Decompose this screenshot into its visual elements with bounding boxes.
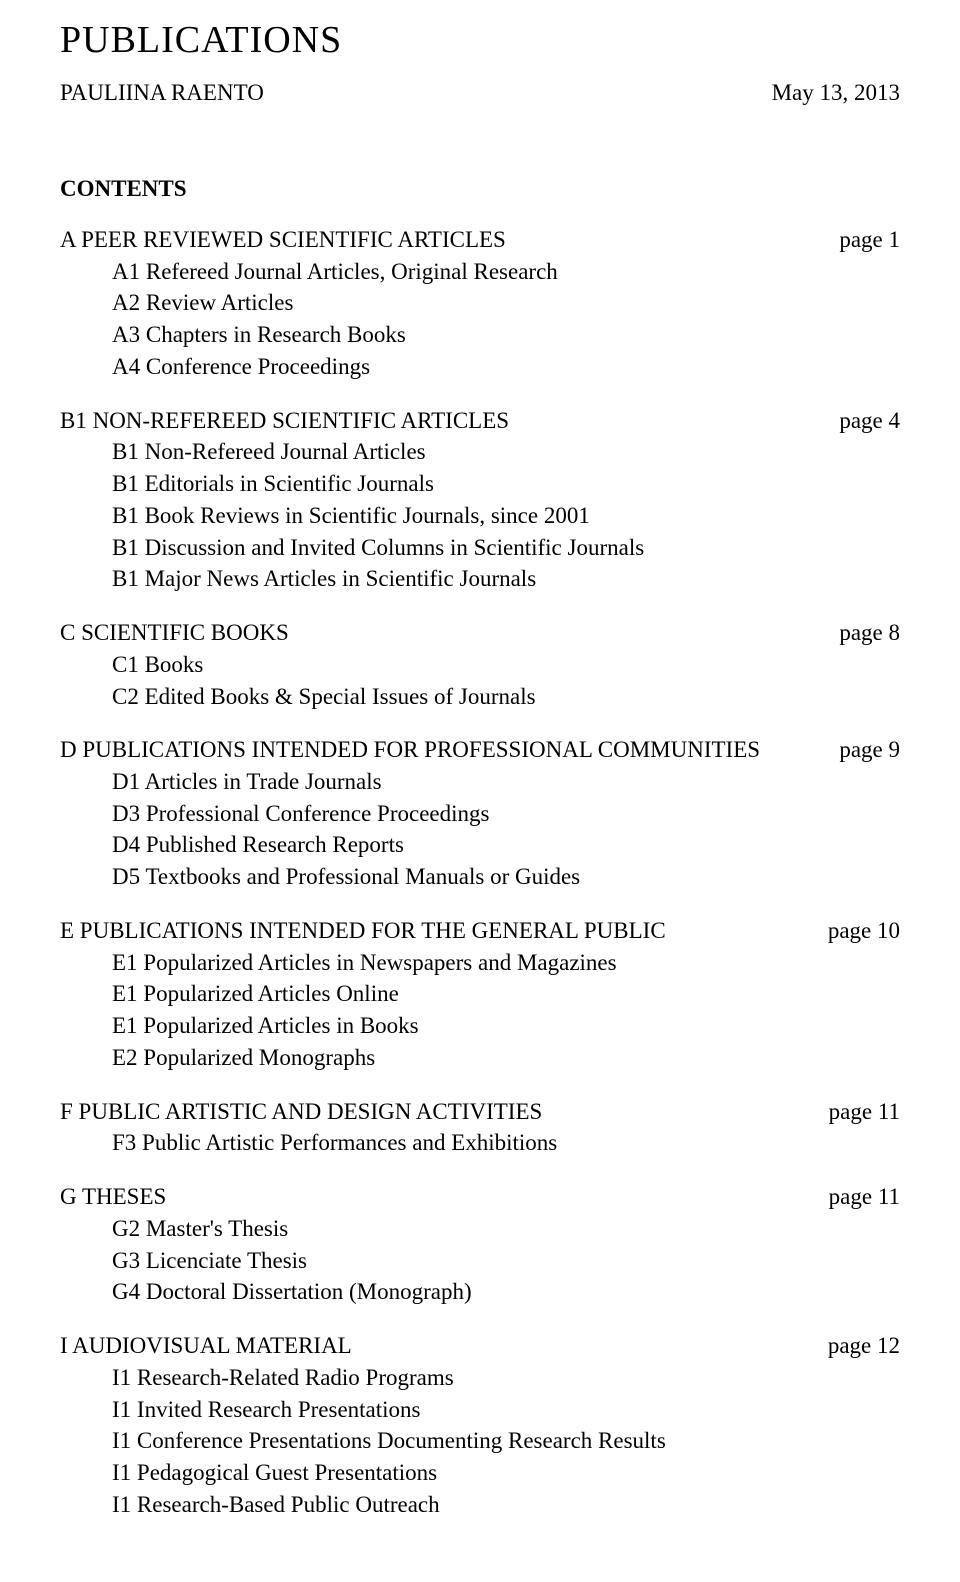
toc-subitem: I1 Pedagogical Guest Presentations — [112, 1457, 900, 1489]
toc-subitem: A2 Review Articles — [112, 287, 900, 319]
toc-section-head-row: G THESES page 11 — [60, 1181, 900, 1213]
toc-section: G THESES page 11G2 Master's ThesisG3 Lice… — [60, 1181, 900, 1308]
page-title: PUBLICATIONS — [60, 18, 900, 62]
contents-heading: CONTENTS — [60, 176, 900, 202]
toc-section-head-row: C SCIENTIFIC BOOKS page 8 — [60, 617, 900, 649]
toc-section: F PUBLIC ARTISTIC AND DESIGN ACTIVITIES p… — [60, 1096, 900, 1159]
toc-page-ref: page 4 — [839, 405, 900, 437]
toc-section-title: C SCIENTIFIC BOOKS — [60, 617, 289, 649]
toc-subitem: F3 Public Artistic Performances and Exhi… — [112, 1127, 900, 1159]
author-name: PAULIINA RAENTO — [60, 80, 264, 106]
toc-page-ref: page 1 — [839, 224, 900, 256]
toc-section: E PUBLICATIONS INTENDED FOR THE GENERAL … — [60, 915, 900, 1074]
toc-subitem: B1 Non-Refereed Journal Articles — [112, 436, 900, 468]
toc-subitems: D1 Articles in Trade JournalsD3 Professi… — [60, 766, 900, 893]
toc-section-title: G THESES — [60, 1181, 166, 1213]
toc-subitem: G3 Licenciate Thesis — [112, 1245, 900, 1277]
toc-subitems: C1 BooksC2 Edited Books & Special Issues… — [60, 649, 900, 712]
document-date: May 13, 2013 — [772, 80, 900, 106]
toc-section-title: F PUBLIC ARTISTIC AND DESIGN ACTIVITIES — [60, 1096, 542, 1128]
toc-subitems: E1 Popularized Articles in Newspapers an… — [60, 947, 900, 1074]
toc-section: A PEER REVIEWED SCIENTIFIC ARTICLES page … — [60, 224, 900, 383]
toc-subitem: D4 Published Research Reports — [112, 829, 900, 861]
toc-page-ref: page 9 — [839, 734, 900, 766]
toc-subitem: I1 Invited Research Presentations — [112, 1394, 900, 1426]
toc-section-head-row: I AUDIOVISUAL MATERIAL page 12 — [60, 1330, 900, 1362]
toc-subitem: C1 Books — [112, 649, 900, 681]
toc-subitem: A4 Conference Proceedings — [112, 351, 900, 383]
toc-subitem: D3 Professional Conference Proceedings — [112, 798, 900, 830]
toc-subitem: B1 Book Reviews in Scientific Journals, … — [112, 500, 900, 532]
toc-section: C SCIENTIFIC BOOKS page 8C1 BooksC2 Edite… — [60, 617, 900, 712]
toc-subitems: F3 Public Artistic Performances and Exhi… — [60, 1127, 900, 1159]
toc-subitems: B1 Non-Refereed Journal ArticlesB1 Edito… — [60, 436, 900, 595]
toc-section-head-row: E PUBLICATIONS INTENDED FOR THE GENERAL … — [60, 915, 900, 947]
toc-section-title: I AUDIOVISUAL MATERIAL — [60, 1330, 352, 1362]
contents-list: A PEER REVIEWED SCIENTIFIC ARTICLES page … — [60, 224, 900, 1520]
document-page: PUBLICATIONS PAULIINA RAENTO May 13, 201… — [0, 0, 960, 1582]
toc-section: B1 NON-REFEREED SCIENTIFIC ARTICLES page … — [60, 405, 900, 595]
toc-subitem: E1 Popularized Articles in Newspapers an… — [112, 947, 900, 979]
toc-section-head-row: A PEER REVIEWED SCIENTIFIC ARTICLES page … — [60, 224, 900, 256]
toc-subitem: E1 Popularized Articles Online — [112, 978, 900, 1010]
toc-section-title: E PUBLICATIONS INTENDED FOR THE GENERAL … — [60, 915, 666, 947]
toc-subitem: I1 Research-Based Public Outreach — [112, 1489, 900, 1521]
toc-subitems: A1 Refereed Journal Articles, Original R… — [60, 256, 900, 383]
toc-subitems: I1 Research-Related Radio ProgramsI1 Inv… — [60, 1362, 900, 1521]
toc-subitem: I1 Conference Presentations Documenting … — [112, 1425, 900, 1457]
toc-section: D PUBLICATIONS INTENDED FOR PROFESSIONAL… — [60, 734, 900, 893]
toc-section-title: D PUBLICATIONS INTENDED FOR PROFESSIONAL… — [60, 734, 760, 766]
toc-page-ref: page 11 — [829, 1096, 900, 1128]
toc-subitem: I1 Research-Related Radio Programs — [112, 1362, 900, 1394]
toc-subitem: D5 Textbooks and Professional Manuals or… — [112, 861, 900, 893]
toc-page-ref: page 12 — [828, 1330, 900, 1362]
toc-section-title: B1 NON-REFEREED SCIENTIFIC ARTICLES — [60, 405, 509, 437]
toc-subitems: G2 Master's ThesisG3 Licenciate ThesisG4… — [60, 1213, 900, 1308]
toc-subitem: A3 Chapters in Research Books — [112, 319, 900, 351]
toc-subitem: A1 Refereed Journal Articles, Original R… — [112, 256, 900, 288]
toc-section-title: A PEER REVIEWED SCIENTIFIC ARTICLES — [60, 224, 506, 256]
byline-row: PAULIINA RAENTO May 13, 2013 — [60, 80, 900, 106]
toc-subitem: G2 Master's Thesis — [112, 1213, 900, 1245]
toc-subitem: E1 Popularized Articles in Books — [112, 1010, 900, 1042]
toc-subitem: B1 Editorials in Scientific Journals — [112, 468, 900, 500]
toc-subitem: E2 Popularized Monographs — [112, 1042, 900, 1074]
toc-subitem: B1 Discussion and Invited Columns in Sci… — [112, 532, 900, 564]
toc-subitem: C2 Edited Books & Special Issues of Jour… — [112, 681, 900, 713]
toc-subitem: D1 Articles in Trade Journals — [112, 766, 900, 798]
toc-section-head-row: D PUBLICATIONS INTENDED FOR PROFESSIONAL… — [60, 734, 900, 766]
toc-section: I AUDIOVISUAL MATERIALpage 12I1 Research… — [60, 1330, 900, 1520]
toc-section-head-row: F PUBLIC ARTISTIC AND DESIGN ACTIVITIES p… — [60, 1096, 900, 1128]
toc-page-ref: page 11 — [829, 1181, 900, 1213]
toc-page-ref: page 8 — [839, 617, 900, 649]
toc-subitem: B1 Major News Articles in Scientific Jou… — [112, 563, 900, 595]
toc-page-ref: page 10 — [828, 915, 900, 947]
toc-section-head-row: B1 NON-REFEREED SCIENTIFIC ARTICLES page … — [60, 405, 900, 437]
toc-subitem: G4 Doctoral Dissertation (Monograph) — [112, 1276, 900, 1308]
